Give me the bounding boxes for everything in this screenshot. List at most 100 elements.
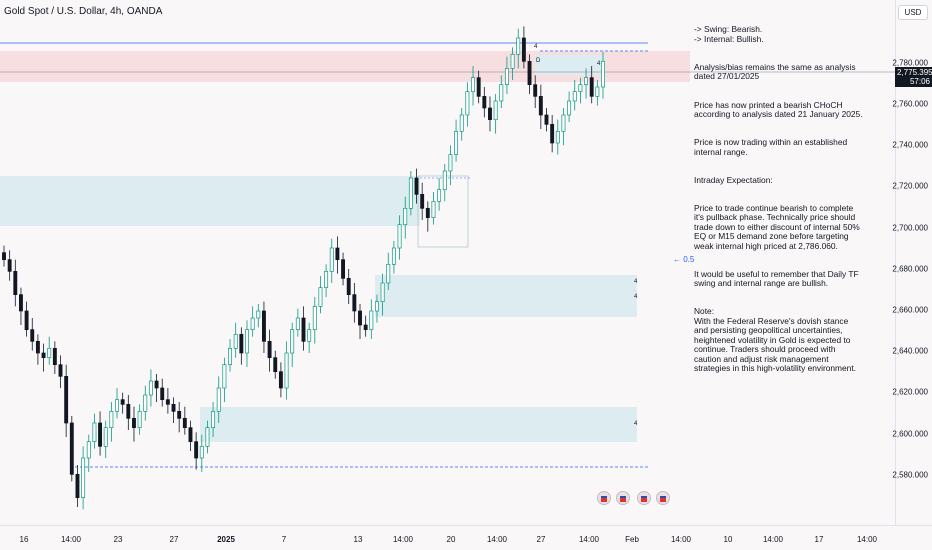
note-heading: Intraday Expectation: xyxy=(694,174,773,185)
price-tick: 2,740.000 xyxy=(892,140,928,150)
candle-body xyxy=(267,340,272,359)
note-range: Price is now trading within an establish… xyxy=(694,137,848,157)
candle-body xyxy=(448,154,453,172)
note-choch: Price has now printed a bearish CHoCH ac… xyxy=(694,99,863,120)
candle-body xyxy=(471,77,475,93)
candle-body xyxy=(442,170,447,191)
candle-body xyxy=(205,427,210,447)
eq-fifty-value: 0.5 xyxy=(683,255,695,264)
note-daily: It would be useful to remember that Dail… xyxy=(694,268,859,289)
candle-body xyxy=(521,37,526,62)
candle-body xyxy=(420,193,425,209)
zone-mark: 4 xyxy=(534,44,538,50)
candle-body xyxy=(527,60,532,86)
candle-body xyxy=(324,270,329,289)
us-flag-icon[interactable] xyxy=(637,491,651,505)
time-tick: 27 xyxy=(536,535,546,544)
us-flag-icon[interactable] xyxy=(597,491,611,505)
candle-body xyxy=(465,91,470,116)
candle-body xyxy=(499,84,504,102)
candle-body xyxy=(358,310,362,326)
time-tick: 17 xyxy=(814,535,824,544)
candle-body xyxy=(375,301,379,312)
candle-body xyxy=(572,91,577,102)
candle-body xyxy=(98,422,103,447)
price-tick: 2,580.000 xyxy=(892,470,928,480)
candle-body xyxy=(397,224,402,249)
candle-body xyxy=(81,457,86,499)
note-expectation: Price to trade continue bearish to compl… xyxy=(694,203,860,251)
candle-body xyxy=(64,375,69,424)
candle-body xyxy=(35,340,40,354)
candle-body xyxy=(103,427,108,447)
candle-body xyxy=(589,77,594,97)
time-tick: 20 xyxy=(446,535,456,544)
candle-body xyxy=(601,60,605,88)
candle-body xyxy=(437,189,442,202)
candle-body xyxy=(154,380,159,389)
last-price-label: 2,775.395 57:06 xyxy=(895,67,932,87)
candle-body xyxy=(239,333,244,354)
price-tick: 2,600.000 xyxy=(892,429,928,439)
candle-body xyxy=(567,100,572,116)
candle-body xyxy=(250,317,255,331)
candle-body xyxy=(69,422,74,475)
candlestick-chart[interactable] xyxy=(0,0,895,525)
time-axis[interactable]: 16 14:00 23 27 2025 7 13 14:00 20 14:00 … xyxy=(0,525,932,550)
candle-body xyxy=(256,310,261,319)
currency-button[interactable]: USD xyxy=(898,5,928,20)
candle-body xyxy=(533,84,538,97)
us-flag-icon[interactable] xyxy=(656,491,670,505)
candle-body xyxy=(47,347,52,359)
time-tick: 2025 xyxy=(217,535,235,544)
candle-body xyxy=(482,95,487,109)
candle-body xyxy=(115,399,119,412)
time-tick: 14:00 xyxy=(486,535,508,544)
candle-body xyxy=(369,310,374,331)
candle-body xyxy=(30,329,35,342)
time-tick: 13 xyxy=(353,535,363,544)
candle-body xyxy=(13,270,18,296)
candle-body xyxy=(233,333,238,349)
candle-body xyxy=(245,329,249,354)
time-tick: 14:00 xyxy=(856,535,878,544)
chart-area[interactable]: Gold Spot / U.S. Dollar, 4h, OANDA ← 0.5… xyxy=(0,0,895,525)
pair-mark: D xyxy=(536,58,541,64)
candle-body xyxy=(335,247,340,261)
price-tick: 2,780.000 xyxy=(892,58,928,68)
candle-body xyxy=(137,410,142,429)
candle-body xyxy=(510,53,515,69)
price-tick: 2,720.000 xyxy=(892,181,928,191)
candle-body xyxy=(194,441,199,459)
candle-body xyxy=(301,317,306,342)
zone-mark: 4 xyxy=(634,294,638,300)
candle-body xyxy=(160,387,165,401)
candle-body xyxy=(425,207,430,219)
candle-body xyxy=(295,317,300,331)
time-tick: Feb xyxy=(625,535,639,544)
candle-body xyxy=(391,247,396,265)
candle-body xyxy=(561,114,566,132)
time-tick: 14:00 xyxy=(60,535,82,544)
candle-body xyxy=(171,403,176,412)
candle-body xyxy=(177,410,182,419)
candle-body xyxy=(58,364,63,377)
candle-body xyxy=(188,427,193,443)
candle-body xyxy=(352,294,357,312)
candle-body xyxy=(538,95,543,116)
price-axis[interactable]: 2,780.000 2,760.000 2,740.000 2,720.000 … xyxy=(892,0,932,525)
candle-body xyxy=(41,352,46,359)
demand-zone-mid xyxy=(375,275,637,317)
candle-body xyxy=(544,114,549,125)
candle-body xyxy=(143,394,148,412)
candle-body xyxy=(550,123,555,144)
candle-body xyxy=(92,422,97,443)
candle-body xyxy=(228,347,232,366)
candle-body xyxy=(493,100,498,121)
candle-body xyxy=(24,310,29,331)
candle-body xyxy=(109,410,114,429)
candle-body xyxy=(414,177,419,195)
candle-body xyxy=(290,329,295,354)
candle-body xyxy=(86,441,91,459)
us-flag-icon[interactable] xyxy=(616,491,630,505)
